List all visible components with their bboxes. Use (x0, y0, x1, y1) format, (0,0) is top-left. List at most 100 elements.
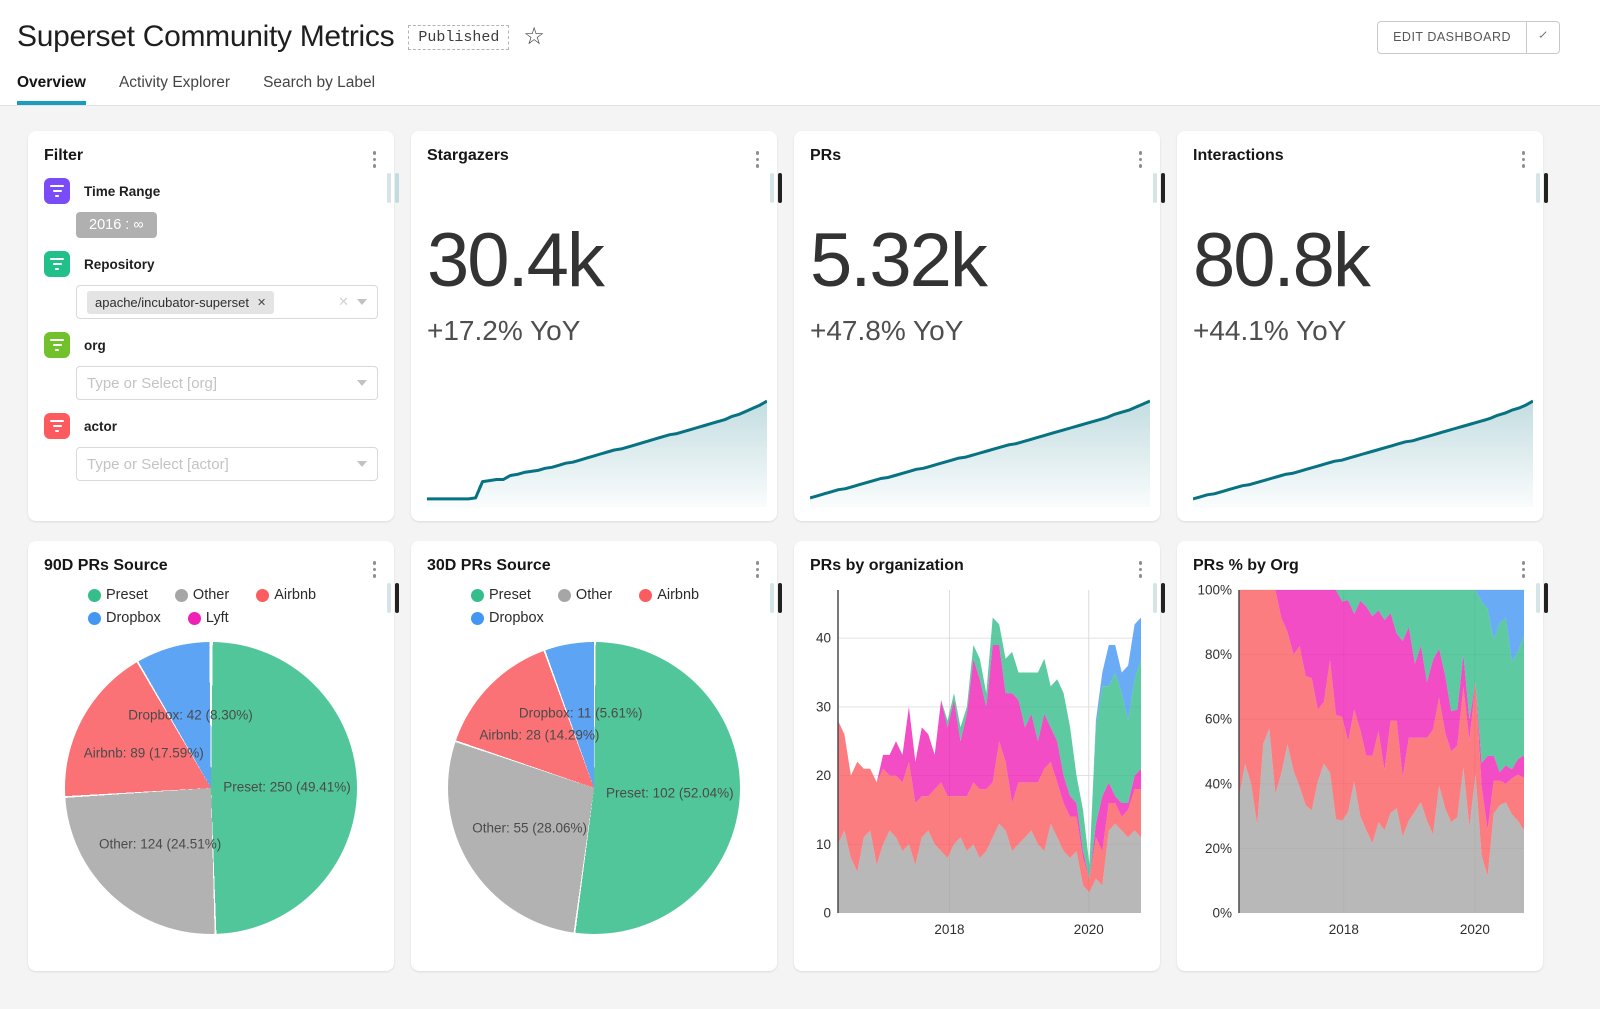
pie-slice-label: Airbnb: 28 (14.29%) (479, 727, 600, 743)
legend-dot (639, 588, 653, 602)
prs-title: PRs (810, 147, 842, 164)
legend-item-other[interactable]: Other (174, 587, 229, 603)
svg-text:40: 40 (816, 631, 831, 646)
legend-dot (256, 588, 270, 602)
kebab-menu-icon[interactable] (754, 149, 762, 170)
filter-card-title: Filter (44, 147, 84, 164)
select-caret-icon[interactable] (357, 299, 367, 305)
pie-slice-label: Other: 124 (24.51%) (98, 836, 222, 852)
kebab-menu-icon[interactable] (371, 149, 379, 170)
tab-search-by-label[interactable]: Search by Label (263, 74, 376, 91)
stargazers-card: Stargazers 30.4k +17.2% YoY (411, 131, 782, 521)
filter-label: Repository (84, 256, 155, 272)
pie-30d-card: 30D PRs Source Preset Other Airbnb Dropbox … (411, 541, 782, 971)
select-caret-icon[interactable] (357, 380, 367, 386)
legend-item-airbnb[interactable]: Airbnb (256, 587, 316, 603)
legend-item-preset[interactable]: Preset (471, 587, 531, 603)
filter-funnel-icon (44, 178, 70, 204)
tab-overview[interactable]: Overview (17, 74, 86, 105)
filter-card: Filter Time Range 2016 : ∞ Repository ap… (28, 131, 399, 521)
prs-yoy: +47.8% YoY (810, 315, 964, 346)
resize-handle[interactable] (1153, 583, 1165, 613)
kebab-menu-icon[interactable] (754, 559, 762, 580)
svg-text:100%: 100% (1197, 585, 1232, 598)
filter-funnel-icon (44, 332, 70, 358)
legend-item-preset[interactable]: Preset (88, 587, 148, 603)
prs-value: 5.32k (810, 218, 988, 303)
resize-handle[interactable] (770, 173, 782, 203)
pie-30d-legend: Preset Other Airbnb Dropbox (427, 587, 761, 626)
time-range-pill[interactable]: 2016 : ∞ (76, 212, 157, 238)
legend-dot (174, 588, 188, 602)
edit-dashboard-dropdown-button[interactable] (1527, 20, 1560, 54)
pie-90d-chart[interactable]: Preset: 250 (49.41%) Other: 124 (24.51%) A… (65, 642, 357, 934)
stargazers-trend-chart[interactable] (427, 391, 767, 507)
filter-actor: actor Type or Select [actor] (44, 413, 378, 481)
resize-handle[interactable] (770, 583, 782, 613)
actor-select[interactable]: Type or Select [actor] (76, 447, 378, 481)
kebab-menu-icon[interactable] (1520, 149, 1528, 170)
resize-handle[interactable] (1536, 173, 1548, 203)
kebab-menu-icon[interactable] (371, 559, 379, 580)
tab-activity-explorer[interactable]: Activity Explorer (118, 74, 231, 91)
published-badge[interactable]: Published (408, 24, 510, 50)
interactions-trend-chart[interactable] (1193, 391, 1533, 507)
remove-tag-icon[interactable]: ✕ (256, 296, 267, 309)
repository-tag: apache/incubator-superset ✕ (87, 290, 275, 314)
svg-text:2018: 2018 (934, 922, 964, 937)
prs-trend-chart[interactable] (810, 391, 1150, 507)
edit-dashboard-button-group: EDIT DASHBOARD (1377, 20, 1560, 54)
dashboard-header: Superset Community Metrics Published ☆ E… (0, 0, 1600, 60)
svg-text:10: 10 (816, 837, 831, 852)
prs-pct-by-org-card: PRs % by Org 0% 20% 40% 60% 80% 100% 2018 2020 (1177, 541, 1548, 971)
interactions-card: Interactions 80.8k +44.1% YoY (1177, 131, 1548, 521)
kebab-menu-icon[interactable] (1520, 559, 1528, 580)
chevron-down-icon (1539, 30, 1547, 38)
resize-handle[interactable] (1536, 583, 1548, 613)
legend-item-airbnb[interactable]: Airbnb (639, 587, 699, 603)
interactions-value: 80.8k (1193, 218, 1371, 303)
legend-item-lyft[interactable]: Lyft (187, 610, 229, 626)
kebab-menu-icon[interactable] (1137, 149, 1145, 170)
legend-label: Airbnb (657, 587, 700, 603)
stargazers-value: 30.4k (427, 218, 605, 303)
stargazers-yoy: +17.2% YoY (427, 315, 581, 346)
legend-item-dropbox[interactable]: Dropbox (471, 610, 544, 626)
prs-pct-by-org-chart[interactable]: 0% 20% 40% 60% 80% 100% 2018 2020 (1193, 585, 1527, 941)
filter-repository: Repository apache/incubator-superset ✕ ✕ (44, 251, 378, 319)
legend-label: Preset (106, 587, 148, 603)
resize-handle[interactable] (1153, 173, 1165, 203)
select-caret-icon[interactable] (357, 461, 367, 467)
legend-label: Dropbox (489, 610, 544, 626)
legend-dot (471, 588, 484, 602)
repository-tag-label: apache/incubator-superset (95, 294, 249, 310)
pie-30d-title: 30D PRs Source (427, 557, 551, 574)
pie-slice-label: Preset: 250 (49.41%) (223, 779, 351, 795)
prs-card: PRs 5.32k +47.8% YoY (794, 131, 1165, 521)
legend-dot (557, 588, 571, 602)
org-select[interactable]: Type or Select [org] (76, 366, 378, 400)
dashboard-tabbar: Overview Activity Explorer Search by Lab… (0, 60, 1600, 106)
filter-funnel-icon (44, 251, 70, 277)
repository-select[interactable]: apache/incubator-superset ✕ ✕ (76, 285, 378, 319)
legend-item-dropbox[interactable]: Dropbox (88, 610, 161, 626)
svg-text:0%: 0% (1212, 906, 1232, 921)
resize-handle[interactable] (387, 173, 399, 203)
pie-slice-label: Other: 55 (28.06%) (472, 820, 588, 836)
pie-slice-label: Airbnb: 89 (17.59%) (83, 745, 204, 761)
prs-by-org-chart[interactable]: 0 10 20 30 40 2018 2020 (810, 585, 1144, 941)
edit-dashboard-button[interactable]: EDIT DASHBOARD (1377, 20, 1527, 54)
clear-select-icon[interactable]: ✕ (338, 294, 349, 309)
prs-pct-by-org-title: PRs % by Org (1193, 557, 1299, 574)
pie-30d-chart[interactable]: Preset: 102 (52.04%) Other: 55 (28.06%) Ai… (448, 642, 740, 934)
legend-item-other[interactable]: Other (557, 587, 612, 603)
kebab-menu-icon[interactable] (1137, 559, 1145, 580)
prs-by-org-card: PRs by organization 0 10 20 30 40 2018 2020 (794, 541, 1165, 971)
svg-text:2020: 2020 (1460, 922, 1490, 937)
resize-handle[interactable] (387, 583, 399, 613)
interactions-title: Interactions (1193, 147, 1284, 164)
favorite-star-icon[interactable]: ☆ (523, 23, 545, 50)
pie-90d-legend: Preset Other Airbnb Dropbox Lyft (44, 587, 378, 626)
stargazers-title: Stargazers (427, 147, 509, 164)
actor-select-placeholder: Type or Select [actor] (87, 455, 229, 473)
